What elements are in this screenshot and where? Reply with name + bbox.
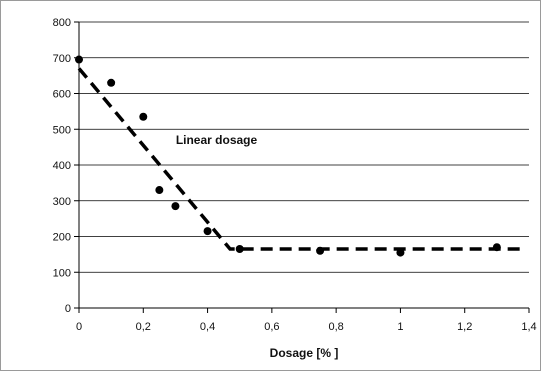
x-tick-label-5: 1: [397, 321, 403, 333]
data-point-0: [75, 55, 83, 64]
annotation-linear-dosage: Linear dosage: [176, 133, 258, 147]
trend-line-group: [77, 67, 523, 251]
axes: [74, 21, 530, 313]
data-point-9: [492, 243, 501, 252]
y-tick-label-100: 100: [53, 267, 71, 279]
data-points: [75, 55, 501, 257]
x-tick-label-4: 0,8: [328, 321, 343, 333]
y-tick-label-800: 800: [53, 17, 71, 29]
y-tick-label-0: 0: [65, 303, 71, 315]
y-tick-label-500: 500: [53, 124, 71, 136]
x-axis-label: Dosage [% ]: [270, 346, 339, 360]
x-tick-label-6: 1,2: [457, 321, 472, 333]
y-tick-label-200: 200: [53, 232, 71, 244]
y-tick-label-400: 400: [53, 160, 71, 172]
y-tick-labels: 0 100 200 300 400 500 600 700 800: [53, 17, 71, 315]
trend-line: [77, 67, 523, 251]
x-tick-label-2: 0,4: [200, 321, 215, 333]
x-tick-label-1: 0,2: [136, 321, 151, 333]
y-tick-label-300: 300: [53, 196, 71, 208]
data-point-7: [316, 246, 325, 255]
x-tick-labels: 0 0,2 0,4 0,6 0,8 1 1,2 1,4: [76, 321, 537, 333]
data-point-5: [203, 227, 212, 236]
data-point-3: [155, 186, 164, 195]
y-tick-label-700: 700: [53, 53, 71, 65]
data-point-4: [171, 202, 180, 211]
x-tick-label-0: 0: [76, 321, 82, 333]
data-point-6: [235, 245, 244, 254]
gridlines: [79, 21, 529, 273]
data-point-1: [107, 78, 116, 87]
x-tick-label-3: 0,6: [264, 321, 279, 333]
x-tick-label-7: 1,4: [521, 321, 536, 333]
y-tick-label-600: 600: [53, 89, 71, 101]
data-point-2: [139, 112, 148, 121]
data-point-8: [396, 248, 405, 257]
